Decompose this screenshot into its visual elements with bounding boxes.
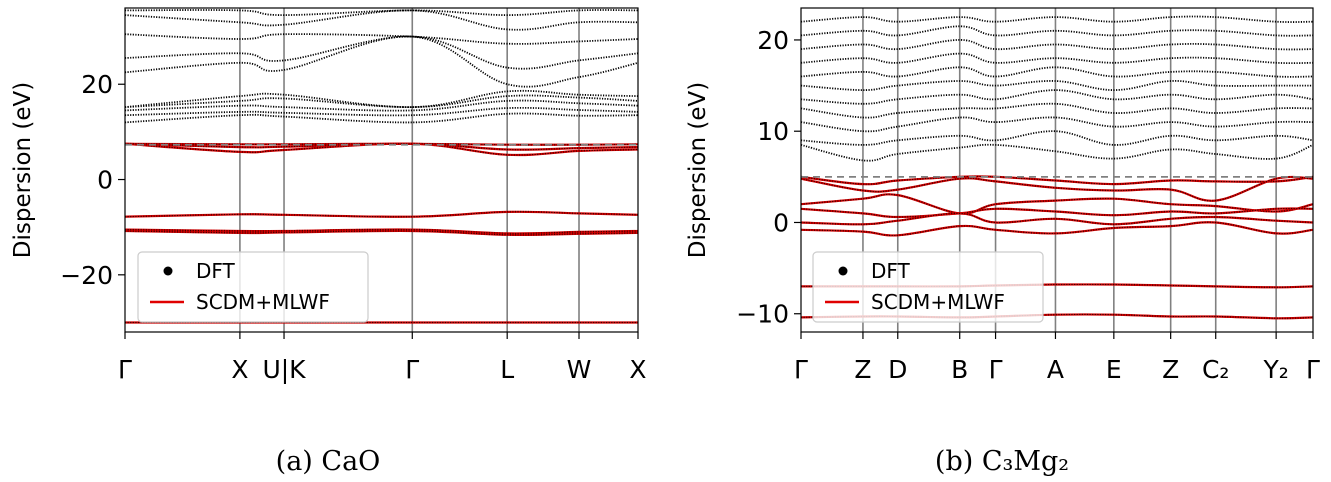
wannier-dft-overlay — [801, 313, 1313, 319]
dft-band-line — [801, 38, 1313, 51]
dft-band-line — [125, 9, 638, 31]
y-tick-label: −10 — [736, 300, 789, 329]
dft-band-line — [801, 25, 1313, 37]
dft-band-line — [125, 35, 638, 88]
legend-dft-marker — [163, 266, 173, 276]
wannier-dft-overlay — [125, 228, 638, 235]
y-axis-label: Dispersion (eV) — [685, 82, 711, 258]
legend-wannier-label: SCDM+MLWF — [196, 290, 330, 314]
dft-band-line — [801, 116, 1313, 133]
x-tick-label: L — [500, 355, 514, 384]
dft-band-line — [125, 89, 638, 109]
wannier-dft-overlay — [801, 193, 1313, 215]
x-tick-label: E — [1106, 355, 1122, 384]
dft-band-line — [801, 15, 1313, 23]
figure-caption: (b) C₃Mg₂ — [935, 446, 1069, 477]
x-tick-label: X — [629, 355, 646, 384]
dft-band-line — [125, 35, 638, 70]
dft-band-line — [801, 130, 1313, 146]
dft-band-line — [125, 112, 638, 124]
x-tick-label: W — [567, 355, 592, 384]
panel-cao: −20 0 20 Γ X U|K Γ L W X Dispersion (eV) DFT SCDM+ML… — [10, 7, 647, 477]
plot-frame — [124, 7, 639, 333]
wannier-dft-overlay — [801, 221, 1313, 237]
legend-dft-label: DFT — [871, 259, 911, 283]
legend-dft-marker — [838, 266, 848, 276]
wannier-dft-overlay — [801, 207, 1313, 218]
dft-band-line — [801, 52, 1313, 65]
bands-group — [801, 15, 1313, 320]
y-tick-label: −20 — [60, 261, 113, 290]
legend-box — [137, 251, 369, 323]
x-tick-label: D — [888, 355, 907, 384]
x-tick-label: Γ — [1306, 355, 1320, 384]
x-tick-label: Γ — [989, 355, 1003, 384]
y-axis-label: Dispersion (eV) — [10, 82, 36, 258]
x-tick-label: Γ — [794, 355, 808, 384]
y-tick-label: 0 — [97, 166, 113, 195]
dft-band-line — [801, 89, 1313, 105]
y-tick-label: 10 — [757, 117, 789, 146]
x-tick-label: Y₂ — [1262, 355, 1288, 384]
x-tick-label: U|K — [262, 355, 306, 384]
legend-wannier-label: SCDM+MLWF — [871, 290, 1005, 314]
x-tick-label: Γ — [405, 355, 419, 384]
dft-band-line — [125, 106, 638, 117]
wannier-band-line — [801, 207, 1313, 219]
wannier-dft-overlay — [125, 211, 638, 218]
x-tick-label: C₂ — [1202, 355, 1229, 384]
dft-band-line — [801, 143, 1313, 162]
dft-band-line — [801, 102, 1313, 119]
y-tick-label: 20 — [757, 26, 789, 55]
wannier-dft-overlay — [801, 175, 1313, 185]
y-tick-label: 0 — [773, 208, 789, 237]
x-tick-label: Z — [854, 355, 871, 384]
x-tick-label: B — [951, 355, 968, 384]
x-tick-label: Γ — [118, 355, 132, 384]
legend-box — [812, 251, 1044, 323]
wannier-band-line — [125, 210, 638, 218]
plot-frame — [800, 7, 1314, 333]
wannier-dft-overlay — [801, 283, 1313, 288]
wannier-dft-overlay — [801, 212, 1313, 225]
x-tick-label: Z — [1162, 355, 1179, 384]
dft-band-line — [801, 66, 1313, 78]
x-tick-label: A — [1047, 355, 1064, 384]
figure-caption: (a) CaO — [276, 446, 381, 477]
wannier-band-line — [801, 175, 1313, 202]
dft-band-line — [801, 80, 1313, 92]
x-tick-label: X — [231, 355, 248, 384]
legend-dft-label: DFT — [196, 259, 236, 283]
wannier-dft-overlay — [125, 230, 638, 236]
y-tick-label: 20 — [81, 70, 113, 99]
